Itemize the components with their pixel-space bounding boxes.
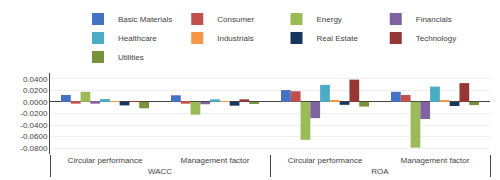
svg-text:Financials: Financials — [416, 15, 452, 24]
svg-text:Real Estate: Real Estate — [317, 34, 359, 43]
svg-text:-0.0800: -0.0800 — [20, 144, 48, 153]
svg-text:-0.0400: -0.0400 — [20, 121, 48, 130]
svg-text:Industrials: Industrials — [217, 34, 253, 43]
svg-text:Technology: Technology — [416, 34, 456, 43]
svg-text:Circular performance: Circular performance — [68, 156, 143, 165]
svg-text:Utilities: Utilities — [118, 53, 144, 62]
svg-text:ROA: ROA — [371, 167, 389, 176]
svg-text:Circular performance: Circular performance — [288, 156, 363, 165]
svg-text:Energy: Energy — [317, 15, 342, 24]
svg-text:-0.0600: -0.0600 — [20, 132, 48, 141]
svg-text:WACC: WACC — [148, 167, 172, 176]
svg-text:Management factor: Management factor — [181, 156, 250, 165]
svg-text:Basic Materials: Basic Materials — [118, 15, 172, 24]
svg-text:0.0400: 0.0400 — [23, 75, 48, 84]
svg-text:0.0200: 0.0200 — [23, 86, 48, 95]
svg-text:0.0000: 0.0000 — [23, 98, 48, 107]
svg-text:Management factor: Management factor — [401, 156, 470, 165]
svg-text:Consumer: Consumer — [217, 15, 254, 24]
svg-text:Healthcare: Healthcare — [118, 34, 157, 43]
svg-text:-0.0200: -0.0200 — [20, 109, 48, 118]
